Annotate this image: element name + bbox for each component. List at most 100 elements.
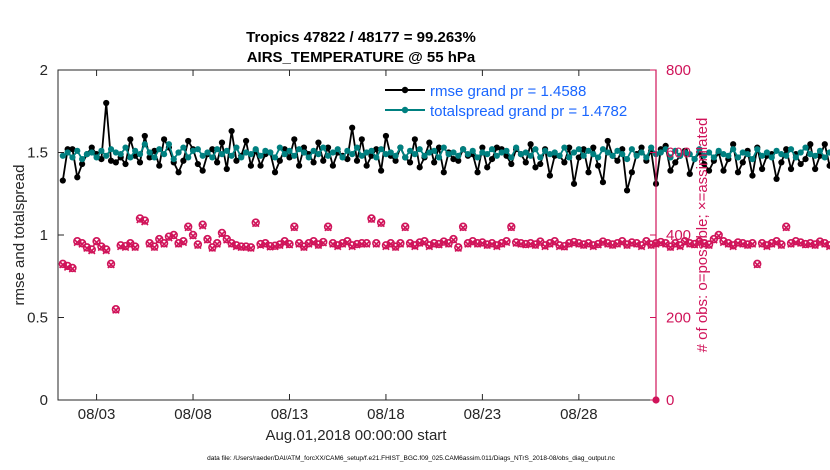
data-point: [739, 149, 746, 156]
data-point: [329, 149, 336, 156]
obs-assimilated-point: [589, 242, 598, 251]
obs-assimilated-point: [251, 219, 260, 228]
obs-assimilated-point: [440, 238, 448, 247]
data-point: [619, 151, 626, 158]
data-point: [257, 162, 264, 169]
obs-possible-point: [193, 240, 203, 249]
obs-assimilated-point: [782, 223, 790, 232]
data-point: [821, 154, 828, 161]
data-point: [730, 141, 737, 148]
obs-assimilated-point: [338, 240, 347, 248]
data-point: [744, 151, 751, 158]
y-right-tick-label: 200: [666, 310, 691, 327]
data-point: [715, 147, 722, 154]
data-point: [141, 132, 148, 140]
data-point: [638, 149, 645, 156]
x-tick-label: 08/08: [174, 406, 212, 423]
data-point: [136, 151, 144, 158]
data-point: [566, 144, 573, 151]
obs-assimilated-point: [59, 260, 67, 269]
y-tick-label: 2: [40, 62, 48, 79]
obs-assimilated-point: [227, 240, 236, 248]
data-point: [758, 165, 766, 173]
data-point: [488, 156, 496, 163]
obs-assimilated-point: [300, 243, 308, 252]
obs-possible-point: [405, 239, 415, 248]
plot-area: [57, 69, 657, 401]
data-point: [763, 149, 771, 156]
data-point: [821, 141, 828, 148]
data-point: [614, 157, 621, 164]
data-point: [387, 149, 394, 156]
data-point: [474, 154, 481, 161]
obs-possible-point: [671, 239, 680, 248]
obs-assimilated-point: [613, 240, 622, 248]
obs-possible-point: [714, 230, 723, 240]
data-point: [242, 149, 250, 156]
data-point: [807, 141, 814, 148]
data-point: [127, 154, 134, 161]
data-point: [537, 160, 544, 168]
obs-possible-point: [328, 239, 338, 248]
data-point: [79, 156, 86, 163]
x-axis-label: Aug.01,2018 00:00:00 start: [266, 427, 448, 444]
obs-assimilated-point: [396, 240, 405, 248]
data-point: [614, 147, 621, 154]
data-point: [339, 154, 346, 161]
obs-assimilated-point: [763, 242, 771, 251]
data-point: [233, 157, 240, 164]
obs-possible-point: [449, 234, 458, 244]
y-tick-label: 1: [40, 227, 48, 244]
data-point: [300, 144, 308, 151]
data-point: [701, 152, 708, 159]
data-point: [566, 154, 573, 161]
obs-possible-point: [680, 236, 690, 246]
series-line: [61, 102, 830, 191]
data-point: [580, 152, 587, 159]
data-point: [411, 136, 418, 143]
data-point: [561, 159, 568, 166]
obs-assimilated-point: [97, 243, 106, 252]
obs-assimilated-point: [131, 243, 139, 252]
obs-possible-point: [319, 237, 328, 247]
obs-assimilated-point: [666, 243, 675, 252]
obs-assimilated-point: [169, 232, 178, 240]
data-point: [156, 162, 163, 169]
data-point: [223, 165, 230, 173]
obs-assimilated-point: [198, 222, 207, 230]
obs-assimilated-point: [695, 238, 704, 247]
data-point: [783, 146, 790, 153]
data-point: [546, 172, 554, 179]
data-point: [194, 146, 201, 153]
data-point: [440, 144, 447, 151]
obs-assimilated-point: [478, 239, 487, 248]
data-point: [440, 169, 447, 176]
data-point: [575, 154, 582, 161]
obs-assimilated-point: [748, 240, 757, 248]
data-point: [98, 156, 105, 163]
legend-spread-label: totalspread grand pr = 1.4782: [430, 103, 627, 120]
obs-assimilated-point: [107, 260, 115, 269]
obs-assimilated-point: [247, 244, 255, 252]
obs-possible-point: [290, 222, 299, 231]
obs-assimilated-point: [285, 241, 294, 249]
data-point: [267, 149, 274, 156]
obs-assimilated-point: [468, 238, 477, 247]
data-point: [469, 147, 476, 154]
data-point: [136, 159, 144, 166]
obs-possible-point: [343, 236, 352, 246]
data-point: [575, 146, 582, 153]
data-point: [730, 146, 737, 153]
x-tick-label: 08/23: [464, 406, 502, 423]
data-point: [609, 152, 616, 159]
data-point: [455, 152, 462, 159]
obs-assimilated-point: [87, 246, 96, 255]
data-point: [238, 154, 245, 161]
data-point: [276, 157, 283, 164]
obs-assimilated-point: [348, 242, 356, 251]
data-point: [431, 147, 438, 154]
obs-possible-point: [719, 236, 728, 246]
data-point: [435, 154, 443, 161]
data-point: [638, 144, 645, 151]
data-point: [686, 170, 693, 178]
